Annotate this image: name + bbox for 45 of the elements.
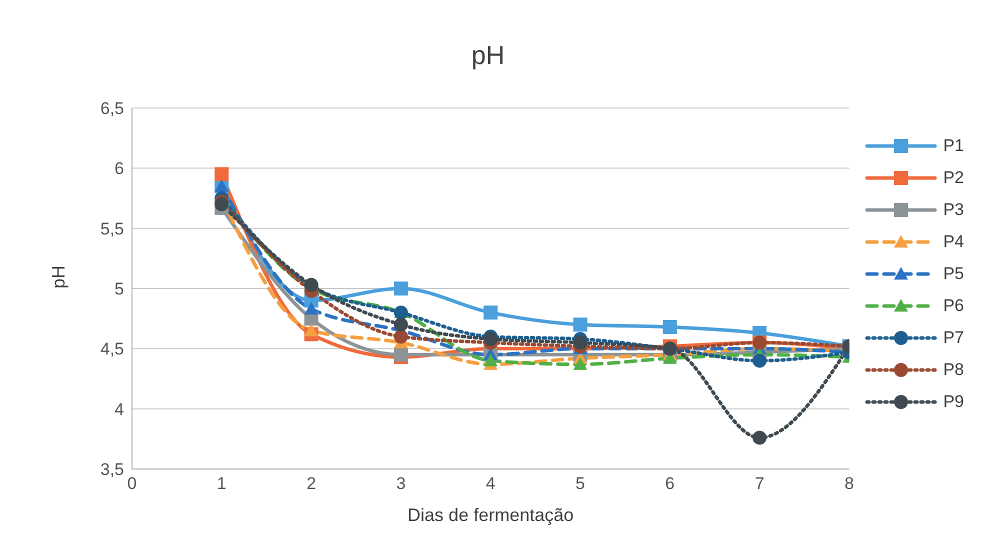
legend-label: P7	[943, 328, 964, 348]
y-tick-label: 5,5	[100, 219, 124, 238]
y-tick-label: 3,5	[100, 460, 124, 480]
point	[304, 324, 318, 336]
x-tick-label: 3	[396, 474, 406, 494]
y-tick-label: 5	[114, 280, 124, 299]
point	[752, 354, 767, 368]
x-tick-label: 8	[844, 474, 854, 494]
point	[573, 357, 588, 370]
point	[573, 318, 588, 332]
chart-title: pH	[470, 40, 506, 71]
x-tick-label: 5	[576, 474, 585, 494]
point	[484, 354, 498, 366]
point	[484, 306, 498, 320]
x-tick-label: 1	[216, 474, 226, 494]
y-tick-label: 4	[114, 400, 124, 419]
point	[214, 197, 229, 212]
x-tick-label: 4	[486, 474, 496, 494]
point	[394, 348, 408, 362]
legend-label: P9	[943, 392, 964, 412]
point	[484, 332, 498, 346]
x-tick-label: 7	[754, 474, 764, 494]
x-tick-label: 0	[127, 474, 137, 494]
point	[304, 302, 318, 315]
y-axis-title: pH	[48, 265, 68, 288]
y-tick-label: 6	[114, 159, 124, 178]
point	[752, 430, 767, 445]
legend-label: P2	[943, 168, 964, 188]
point	[214, 167, 229, 182]
point	[394, 330, 408, 344]
y-tick-label: 6,5	[100, 99, 124, 118]
point	[394, 282, 408, 296]
legend-label: P5	[943, 264, 964, 284]
x-tick-label: 2	[306, 474, 316, 494]
y-tick-label: 4,5	[100, 340, 124, 359]
point	[662, 320, 677, 334]
legend-label: P8	[943, 360, 964, 380]
legend-label: P1	[943, 136, 964, 156]
point	[394, 318, 408, 332]
point	[573, 336, 588, 350]
x-tick-label: 6	[665, 474, 675, 494]
legend-label: P4	[943, 232, 964, 252]
x-axis-title: Dias de fermentação	[408, 505, 574, 525]
legend-label: P3	[943, 200, 964, 220]
legend-label: P6	[943, 296, 964, 316]
